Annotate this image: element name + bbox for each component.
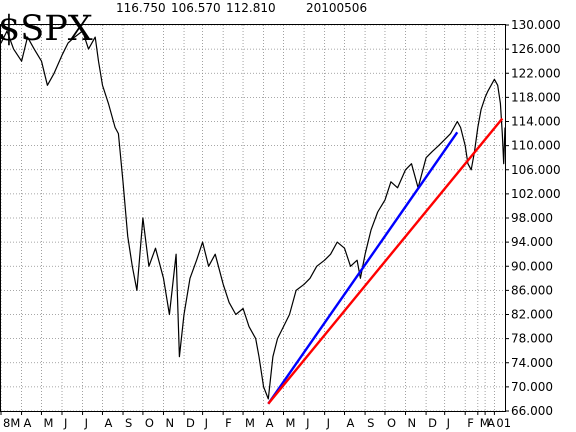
- y-tick-label: 102.000: [511, 187, 561, 201]
- x-tick-label: F: [467, 416, 474, 430]
- price-series: [0, 30, 506, 400]
- y-tick-label: 70.000: [511, 380, 553, 394]
- x-tick-label: F: [225, 416, 232, 430]
- x-tick-label: O: [145, 416, 154, 430]
- red-trendline: [267, 117, 504, 405]
- y-tick-label: 86.000: [511, 283, 553, 297]
- x-tick-label: J: [204, 416, 208, 430]
- x-tick-label: M: [286, 416, 296, 430]
- y-tick-label: 94.000: [511, 235, 553, 249]
- grid: [0, 24, 505, 412]
- x-tick-label: S: [125, 416, 132, 430]
- y-tick-label: 110.000: [511, 139, 561, 153]
- y-tick-label: 130.000: [511, 18, 561, 32]
- y-tick-label: 118.000: [511, 90, 561, 104]
- x-tick-label: J: [63, 416, 67, 430]
- y-tick-label: 98.000: [511, 211, 553, 225]
- y-tick-label: 106.000: [511, 163, 561, 177]
- x-tick-label: J: [305, 416, 309, 430]
- x-tick-label: 01: [496, 416, 511, 430]
- y-tick-label: 74.000: [511, 356, 553, 370]
- x-tick-label: J: [326, 416, 330, 430]
- y-tick-label: 78.000: [511, 332, 553, 346]
- y-axis: 66.000 70.000 74.000 78.000 82.000 86.000 90.0…: [505, 18, 561, 418]
- quote-date: 20100506: [306, 1, 367, 15]
- x-tick-label: O: [387, 416, 396, 430]
- y-tick-label: 114.000: [511, 115, 561, 129]
- x-tick-label: J: [84, 416, 88, 430]
- x-tick-label: J: [446, 416, 450, 430]
- trendlines: [267, 117, 504, 405]
- y-tick-label: 90.000: [511, 259, 553, 273]
- x-tick-label: 8M: [3, 416, 20, 430]
- x-tick-label: N: [408, 416, 417, 430]
- x-tick-label: D: [428, 416, 437, 430]
- x-tick-label: M: [43, 416, 53, 430]
- y-tick-label: 126.000: [511, 42, 561, 56]
- x-tick-label: A: [347, 416, 355, 430]
- ticker-symbol: $SPX: [0, 9, 93, 49]
- quote-low: 106.570: [171, 1, 221, 15]
- blue-trendline: [267, 131, 459, 405]
- x-tick-label: M: [480, 416, 490, 430]
- x-tick-label: S: [367, 416, 374, 430]
- x-tick-label: N: [165, 416, 174, 430]
- x-tick-label: M: [245, 416, 255, 430]
- x-axis: 8M A M J J A S O N D J F M A M J J A S O N D J F MA 01: [0, 411, 511, 430]
- quote-high: 116.750: [116, 1, 166, 15]
- x-tick-label: D: [186, 416, 195, 430]
- x-tick-label: A: [24, 416, 32, 430]
- y-tick-label: 122.000: [511, 66, 561, 80]
- y-tick-label: 82.000: [511, 308, 553, 322]
- price-line: [0, 30, 506, 400]
- quote-close: 112.810: [226, 1, 276, 15]
- x-tick-label: A: [487, 416, 495, 430]
- y-tick-label: 66.000: [511, 404, 553, 418]
- x-tick-label: A: [266, 416, 274, 430]
- x-tick-label: A: [104, 416, 112, 430]
